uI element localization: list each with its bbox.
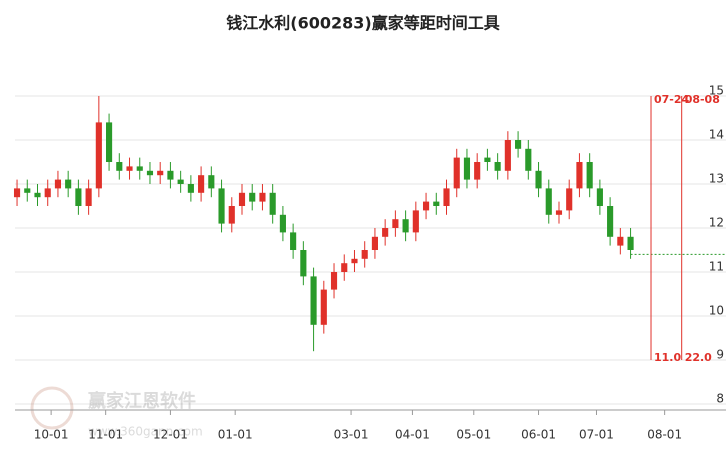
candle-body xyxy=(198,175,205,193)
candle-body xyxy=(535,170,542,189)
candle-body xyxy=(24,188,31,193)
x-tick-label: 11-01 xyxy=(88,428,123,442)
candle-body xyxy=(290,232,297,250)
candle-body xyxy=(44,188,51,198)
candle-body xyxy=(545,188,552,215)
candle-body xyxy=(433,201,440,206)
y-tick-label: 8 xyxy=(716,392,724,406)
x-tick-label: 07-01 xyxy=(579,428,614,442)
candle-body xyxy=(106,122,113,162)
candle-body xyxy=(146,170,154,176)
candle-body xyxy=(617,236,624,246)
candle-body xyxy=(351,258,358,264)
candle-body xyxy=(443,188,450,206)
candle-body xyxy=(566,188,573,211)
candle-body xyxy=(555,210,563,215)
candle-body xyxy=(627,236,634,250)
candle-body xyxy=(85,188,92,206)
candle-body xyxy=(320,289,327,325)
candle-body xyxy=(412,210,419,233)
candle-body xyxy=(453,157,460,189)
candle-body xyxy=(157,170,164,176)
candle-body xyxy=(34,192,41,198)
y-tick-label: 14 xyxy=(709,128,724,142)
candle-body xyxy=(402,219,409,233)
candle-body xyxy=(54,179,62,189)
candle-body xyxy=(95,122,102,189)
candle-body xyxy=(13,188,21,198)
watermark: 赢家江恩软件 www.360gann.com xyxy=(30,386,203,439)
candle-body xyxy=(515,140,522,149)
candle-body xyxy=(228,206,235,224)
x-tick-label: 04-01 xyxy=(395,428,430,442)
candle-body xyxy=(484,157,491,162)
candle-body xyxy=(463,157,471,180)
candle-body xyxy=(392,219,399,228)
candle-body xyxy=(218,188,225,224)
candle-body xyxy=(177,179,184,184)
candle-body xyxy=(269,192,276,215)
candle-body xyxy=(126,166,133,171)
candle-body xyxy=(259,192,266,202)
x-tick-label: 08-01 xyxy=(647,428,682,442)
candle-body xyxy=(249,192,256,202)
candle-body xyxy=(474,162,481,180)
candle-body xyxy=(607,206,614,237)
time-line-count: 22.0 xyxy=(685,351,712,364)
candle-body xyxy=(65,179,72,189)
y-tick-label: 11 xyxy=(709,260,724,274)
candle-body xyxy=(371,236,378,250)
candle-body xyxy=(279,214,286,233)
candle-body xyxy=(341,263,348,272)
chart-title: 钱江水利(600283)赢家等距时间工具 xyxy=(226,14,499,33)
candle-body xyxy=(494,162,501,171)
x-tick-label: 03-01 xyxy=(334,428,369,442)
watermark-name: 赢家江恩软件 xyxy=(88,390,196,412)
candle-body xyxy=(576,162,583,189)
candle-body xyxy=(504,140,511,171)
candle-body xyxy=(310,276,317,325)
grid xyxy=(15,95,726,405)
y-tick-label: 15 xyxy=(709,84,724,98)
candle-body xyxy=(361,250,368,259)
candle-body xyxy=(208,175,215,189)
y-tick-label: 10 xyxy=(709,304,724,318)
candle-body xyxy=(596,188,603,206)
y-tick-label: 9 xyxy=(716,348,724,362)
candle-body xyxy=(300,250,307,277)
candle-body xyxy=(167,170,174,180)
y-tick-label: 13 xyxy=(709,172,724,186)
candle-body xyxy=(525,148,532,171)
time-line-date: 08-08 xyxy=(685,93,720,106)
candle-body xyxy=(75,188,82,206)
y-tick-label: 12 xyxy=(709,216,724,230)
x-tick-label: 01-01 xyxy=(218,428,253,442)
x-tick-label: 10-01 xyxy=(34,428,69,442)
candle-body xyxy=(187,184,194,193)
x-tick-label: 06-01 xyxy=(521,428,556,442)
candle-body xyxy=(116,162,123,171)
x-tick-label: 12-01 xyxy=(153,428,188,442)
time-line-date: 07-24 xyxy=(654,93,690,106)
candle-body xyxy=(136,166,143,171)
candle-body xyxy=(238,192,246,206)
candle-body xyxy=(422,201,430,211)
watermark-url: www.360gann.com xyxy=(88,425,203,439)
candle-body xyxy=(330,272,338,290)
time-line-count: 11.0 xyxy=(654,351,681,364)
x-tick-label: 05-01 xyxy=(456,428,491,442)
candle-body xyxy=(586,162,593,189)
candle-body xyxy=(382,228,389,237)
watermark-logo xyxy=(30,386,74,430)
